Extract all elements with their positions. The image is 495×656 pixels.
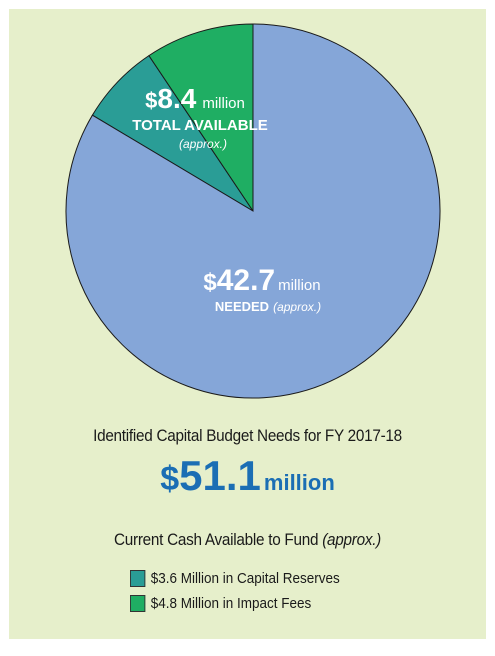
legend-swatch-capital-reserves	[130, 570, 146, 587]
pie-slice-needed	[65, 23, 441, 399]
available-amount-label: $8.4 million	[145, 83, 245, 114]
cash-available-subheading: Current Cash Available to Fund (approx.)	[113, 530, 382, 549]
legend-swatch-impact-fees	[130, 595, 146, 612]
pie-slice-impact-fees	[148, 23, 254, 213]
needed-caption: NEEDED (approx.)	[215, 299, 321, 314]
needed-amount-label: $42.7 million	[203, 264, 320, 297]
available-note: (approx.)	[179, 137, 227, 151]
legend-item-capital-reserves: $3.6 Million in Capital Reserves	[130, 566, 340, 591]
pie-chart: $8.4 million TOTAL AVAILABLE (approx.) $4…	[65, 23, 441, 399]
budget-heading: Identified Capital Budget Needs for FY 2…	[93, 426, 402, 445]
total-needs-amount: $51.1 million	[160, 452, 335, 499]
legend: $3.6 Million in Capital Reserves $4.8 Mi…	[130, 566, 363, 616]
legend-item-impact-fees: $4.8 Million in Impact Fees	[130, 591, 340, 616]
available-caption: TOTAL AVAILABLE	[132, 117, 268, 134]
